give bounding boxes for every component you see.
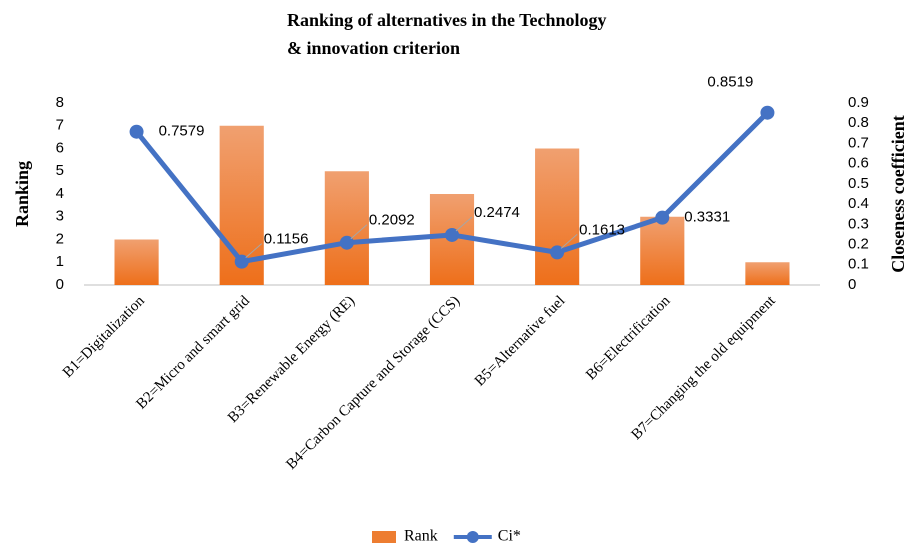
- legend-swatch: [372, 531, 396, 543]
- bar: [745, 262, 790, 285]
- marker: [445, 227, 459, 242]
- data-label: 0.2474: [474, 204, 520, 221]
- y2-tick-label: 0.5: [848, 175, 869, 192]
- legend-label: Ci*: [498, 528, 521, 545]
- y2-axis-title: Closeness coefficient: [888, 115, 908, 272]
- bar: [535, 148, 580, 285]
- legend-swatch: [466, 531, 479, 543]
- y-tick-label: 8: [56, 94, 64, 111]
- marker: [339, 235, 354, 250]
- x-tick-label: B1=Digitalization: [60, 293, 148, 381]
- y-tick-label: 3: [56, 208, 64, 225]
- marker: [550, 245, 565, 260]
- leader-line: [560, 234, 578, 249]
- data-label: 0.7579: [159, 123, 205, 140]
- data-label: 0.1156: [264, 231, 309, 248]
- y-tick-label: 0: [56, 276, 64, 293]
- y2-tick-label: 0.8: [848, 114, 869, 131]
- y-tick-label: 2: [56, 230, 64, 247]
- y-tick-label: 1: [56, 253, 64, 270]
- bar: [114, 239, 159, 285]
- y2-tick-label: 0.9: [848, 94, 869, 111]
- marker: [129, 124, 144, 139]
- chart-title: Ranking of alternatives in the Technolog…: [287, 10, 607, 30]
- y2-tick-label: 0.7: [848, 134, 869, 151]
- leader-line: [455, 216, 473, 232]
- data-label: 0.8519: [707, 74, 753, 91]
- data-label: 0.3331: [684, 209, 730, 226]
- bar: [324, 171, 369, 285]
- x-tick-label: B4=Carbon Capture and Storage (CCS): [283, 293, 463, 473]
- y2-tick-label: 0.3: [848, 215, 869, 232]
- x-tick-label: B5=Alternative fuel: [472, 293, 569, 390]
- y2-tick-label: 0.2: [848, 236, 869, 253]
- leader-line: [350, 224, 368, 240]
- y-tick-label: 5: [56, 162, 64, 179]
- marker: [760, 105, 775, 120]
- y-tick-label: 6: [56, 139, 64, 156]
- leader-line: [245, 243, 263, 258]
- y-axis-title: Ranking: [12, 161, 32, 227]
- y2-tick-label: 0.4: [848, 195, 869, 212]
- x-tick-label: B6=Electrification: [583, 293, 674, 384]
- data-label: 0.1613: [579, 221, 625, 238]
- chart-title: & innovation criterion: [287, 38, 460, 58]
- y2-tick-label: 0.6: [848, 155, 869, 172]
- marker: [234, 254, 249, 269]
- data-label: 0.2092: [369, 212, 415, 229]
- x-tick-label: B2=Micro and smart grid: [133, 293, 253, 413]
- y-tick-label: 7: [56, 117, 64, 134]
- marker: [655, 210, 670, 225]
- legend-label: Rank: [404, 528, 438, 545]
- y2-tick-label: 0.1: [848, 256, 869, 273]
- bar: [640, 216, 685, 285]
- y-tick-label: 4: [56, 185, 64, 202]
- y2-tick-label: 0: [848, 276, 856, 293]
